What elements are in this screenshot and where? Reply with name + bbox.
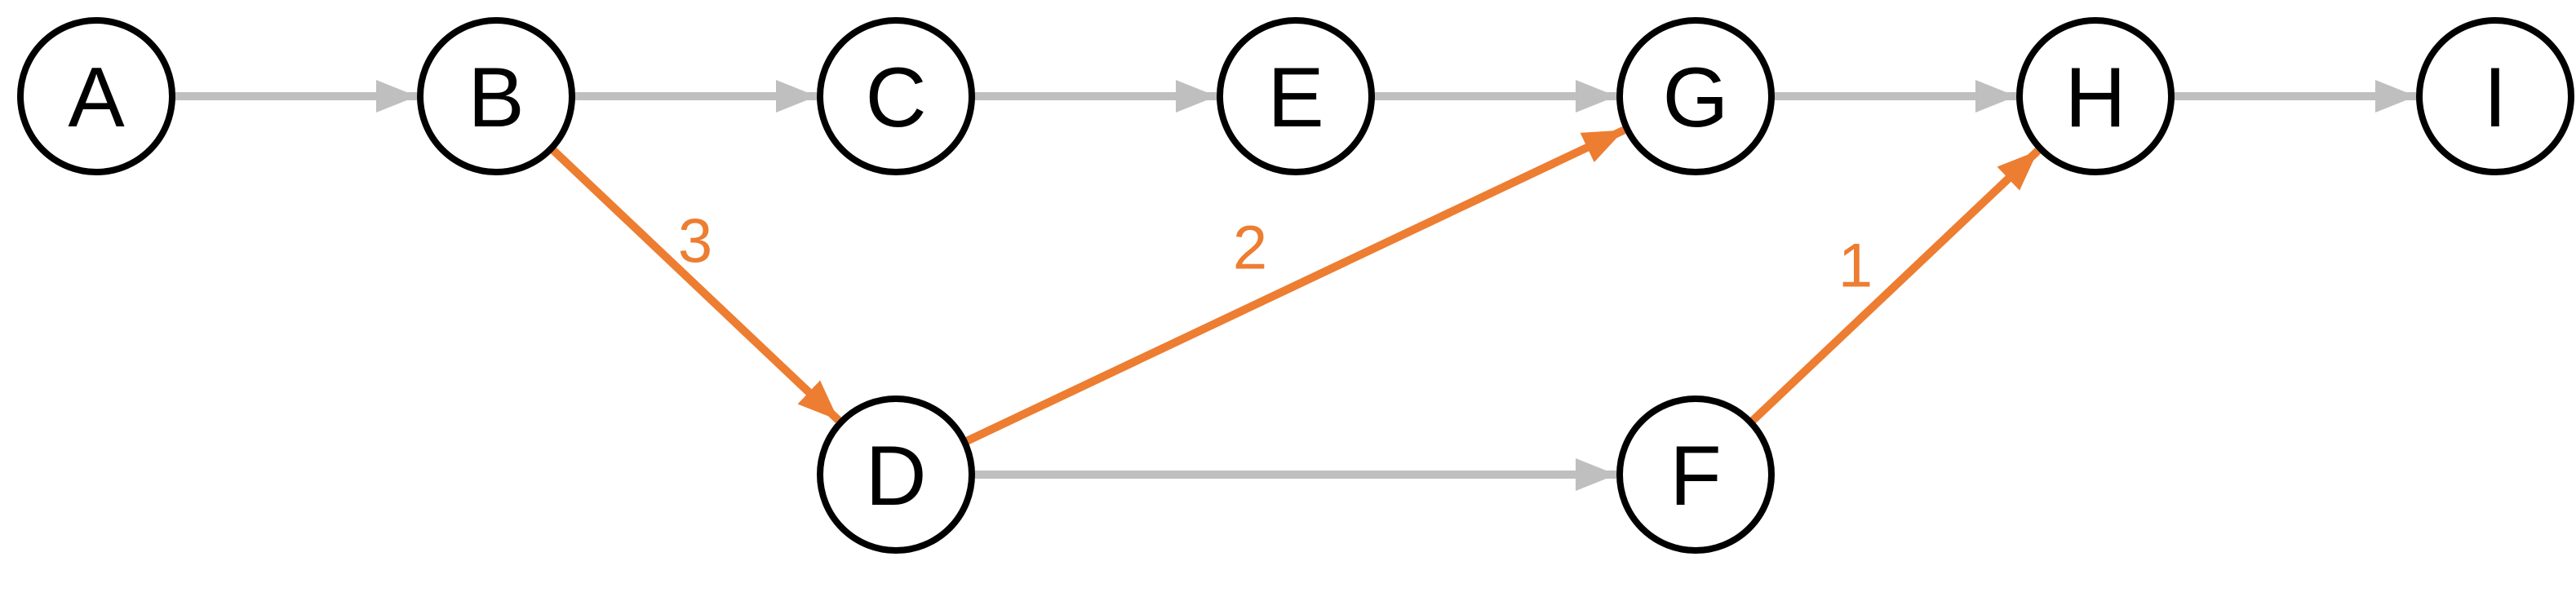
node-circle xyxy=(1616,396,1775,554)
node-label: H xyxy=(2064,51,2126,145)
node-b: B xyxy=(417,17,575,175)
node-f: F xyxy=(1616,396,1775,554)
edge-label-f-h: 1 xyxy=(1838,232,1873,301)
node-e: E xyxy=(1217,17,1375,175)
node-c: C xyxy=(817,17,975,175)
nodes-layer: A B C E G H I D F xyxy=(17,17,2574,554)
node-label: A xyxy=(68,51,125,145)
edge-b-d xyxy=(549,146,842,423)
edge-f-h xyxy=(1749,148,2042,425)
node-circle xyxy=(817,17,975,175)
node-label: D xyxy=(865,429,926,524)
node-a: A xyxy=(17,17,175,175)
node-i: I xyxy=(2416,17,2574,175)
node-circle xyxy=(417,17,575,175)
edge-label-b-d: 3 xyxy=(678,207,712,276)
node-label: E xyxy=(1267,51,1323,145)
edges-layer xyxy=(174,80,2416,491)
node-label: F xyxy=(1669,429,1722,524)
node-label: B xyxy=(468,51,524,145)
edge-d-g xyxy=(964,126,1626,445)
edge-label-d-g: 2 xyxy=(1233,214,1267,283)
edge-labels-layer: 3 2 1 xyxy=(678,207,1873,301)
node-label: C xyxy=(865,51,926,145)
node-circle xyxy=(1217,17,1375,175)
node-circle xyxy=(2016,17,2175,175)
node-label: G xyxy=(1663,51,1729,145)
node-g: G xyxy=(1616,17,1775,175)
node-circle xyxy=(2416,17,2574,175)
node-circle xyxy=(17,17,175,175)
node-circle xyxy=(817,396,975,554)
node-circle xyxy=(1616,17,1775,175)
node-d: D xyxy=(817,396,975,554)
node-h: H xyxy=(2016,17,2175,175)
node-label: I xyxy=(2484,51,2507,145)
